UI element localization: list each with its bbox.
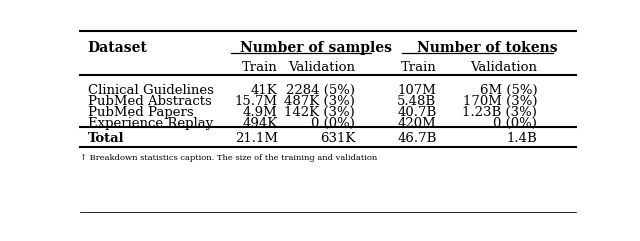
Text: PubMed Abstracts: PubMed Abstracts (88, 95, 211, 108)
Text: ↑ Breakdown statistics caption. The size of the training and validation: ↑ Breakdown statistics caption. The size… (80, 154, 377, 162)
Text: Number of tokens: Number of tokens (417, 41, 557, 55)
Text: PubMed Papers: PubMed Papers (88, 106, 193, 119)
Text: 107M: 107M (397, 84, 436, 97)
Text: 142K (3%): 142K (3%) (284, 106, 355, 119)
Text: 0 (0%): 0 (0%) (493, 117, 537, 130)
Text: 41K: 41K (251, 84, 278, 97)
Text: 40.7B: 40.7B (397, 106, 436, 119)
Text: Dataset: Dataset (88, 41, 148, 55)
Text: Total: Total (88, 132, 124, 145)
Text: 0 (0%): 0 (0%) (311, 117, 355, 130)
Text: 1.23B (3%): 1.23B (3%) (462, 106, 537, 119)
Text: 1.4B: 1.4B (506, 132, 537, 145)
Text: 21.1M: 21.1M (235, 132, 278, 145)
Text: Experience Replay: Experience Replay (88, 117, 213, 130)
Text: Clinical Guidelines: Clinical Guidelines (88, 84, 214, 97)
Text: 46.7B: 46.7B (397, 132, 436, 145)
Text: 487K (3%): 487K (3%) (284, 95, 355, 108)
Text: 494K: 494K (243, 117, 278, 130)
Text: 15.7M: 15.7M (234, 95, 278, 108)
Text: Train: Train (242, 61, 278, 74)
Text: 631K: 631K (320, 132, 355, 145)
Text: 420M: 420M (397, 117, 436, 130)
Text: 4.9M: 4.9M (243, 106, 278, 119)
Text: 5.48B: 5.48B (397, 95, 436, 108)
Text: Validation: Validation (288, 61, 355, 74)
Text: Validation: Validation (470, 61, 537, 74)
Text: 2284 (5%): 2284 (5%) (286, 84, 355, 97)
Text: Number of samples: Number of samples (241, 41, 392, 55)
Text: 170M (3%): 170M (3%) (463, 95, 537, 108)
Text: 6M (5%): 6M (5%) (479, 84, 537, 97)
Text: Train: Train (401, 61, 436, 74)
